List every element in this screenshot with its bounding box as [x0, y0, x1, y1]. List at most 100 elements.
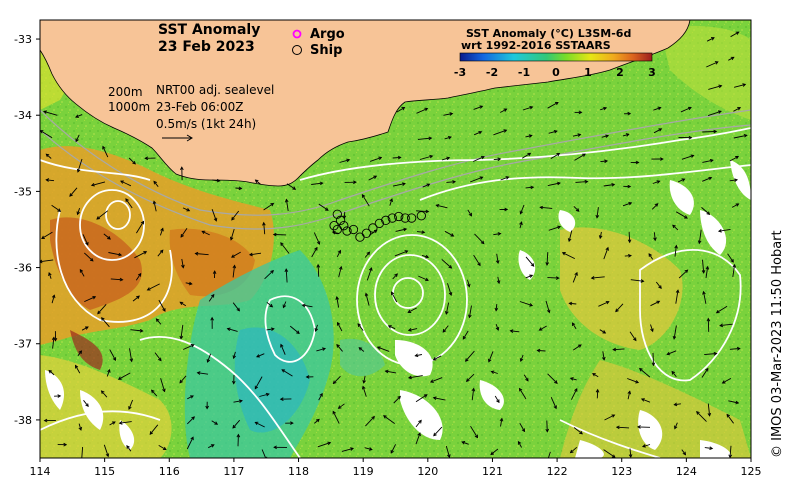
current-arrowhead: [602, 330, 607, 334]
current-arrowhead: [527, 152, 532, 157]
current-arrowhead: [153, 180, 157, 185]
current-arrowhead: [650, 328, 654, 333]
current-arrowhead: [120, 180, 124, 184]
current-arrowhead: [272, 232, 277, 237]
current-arrowhead: [730, 56, 735, 61]
current-arrow: [69, 187, 78, 197]
current-arrowhead: [672, 335, 677, 340]
current-arrowhead: [496, 280, 501, 285]
current-arrow: [285, 199, 289, 212]
current-arrow: [540, 206, 553, 209]
colorbar-ticks: -3 -2 -1 0 1 2 3: [454, 66, 656, 79]
y-tick-label: -36: [14, 262, 32, 275]
current-arrow: [572, 134, 581, 137]
current-arrowhead: [636, 425, 641, 429]
current-arrow: [446, 181, 456, 183]
current-arrowhead: [128, 406, 132, 410]
current-arrowhead: [314, 246, 318, 251]
current-arrowhead: [582, 153, 586, 157]
current-arrowhead: [238, 186, 243, 191]
current-arrowhead: [319, 181, 324, 186]
current-arrowhead: [709, 446, 714, 451]
current-arrow: [570, 446, 578, 454]
ship-track: [329, 209, 427, 242]
current-arrowhead: [561, 252, 566, 256]
current-arrowhead: [658, 285, 662, 290]
current-arrowhead: [648, 253, 652, 257]
current-arrow: [733, 83, 746, 88]
current-arrow: [395, 228, 407, 232]
current-arrowhead: [684, 269, 689, 274]
current-arrowhead: [256, 354, 260, 358]
current-arrow: [110, 278, 123, 281]
current-arrow: [433, 355, 442, 361]
current-arrowhead: [702, 290, 706, 295]
current-arrow: [653, 107, 661, 111]
current-arrowhead: [465, 378, 470, 382]
current-arrowhead: [632, 337, 637, 342]
current-arrowhead: [384, 369, 389, 374]
current-arrow: [615, 303, 624, 312]
current-arrowhead: [248, 252, 253, 257]
current-arrowhead: [284, 268, 289, 273]
current-arrow: [728, 400, 739, 404]
current-arrowhead: [107, 368, 111, 373]
current-arrow: [103, 233, 111, 240]
current-arrow: [681, 449, 686, 455]
current-arrow: [639, 368, 651, 378]
current-arrowhead: [140, 220, 145, 225]
current-arrow: [43, 110, 58, 116]
current-arrow: [441, 259, 452, 269]
current-arrow: [569, 302, 577, 305]
current-arrowhead: [331, 230, 336, 235]
current-arrow: [436, 204, 448, 209]
current-arrow: [550, 397, 557, 409]
current-arrowhead: [595, 388, 600, 393]
current-arrow: [280, 242, 290, 254]
x-tick-label: 123: [611, 465, 632, 478]
current-arrowhead: [401, 107, 406, 111]
depth-label-200m: 200m: [108, 85, 143, 99]
current-arrow: [465, 350, 475, 362]
current-arrowhead: [503, 108, 508, 112]
current-arrowhead: [290, 421, 294, 425]
current-arrowhead: [361, 194, 366, 198]
current-arrow: [467, 279, 470, 287]
current-arrow: [332, 411, 340, 424]
current-arrow: [546, 252, 549, 266]
current-arrowhead: [378, 156, 383, 161]
current-arrow: [598, 301, 609, 307]
current-arrow: [285, 269, 288, 283]
current-arrowhead: [210, 316, 214, 321]
current-arrowhead: [336, 321, 341, 326]
current-arrowhead: [529, 105, 534, 110]
current-arrow: [232, 419, 241, 429]
current-arrow: [675, 211, 688, 219]
current-arrow: [415, 354, 422, 357]
current-arrowhead: [480, 240, 485, 245]
ship-position-marker: [416, 211, 427, 221]
current-arrowhead: [654, 203, 659, 207]
current-arrow: [415, 420, 422, 428]
current-arrow: [467, 209, 472, 217]
current-arrow: [263, 203, 274, 211]
current-arrow: [520, 354, 524, 362]
colorbar-tick-label: 1: [584, 66, 592, 79]
current-arrow: [572, 272, 578, 283]
colorbar-title-line1: SST Anomaly (°C) L3SM-6d: [466, 27, 631, 40]
current-arrowhead: [48, 272, 52, 276]
current-arrowhead: [466, 283, 471, 288]
current-arrow: [197, 372, 209, 375]
current-arrowhead: [701, 270, 706, 274]
current-arrowhead: [603, 106, 608, 111]
current-arrowhead: [528, 134, 533, 138]
current-arrow: [701, 207, 710, 215]
current-arrow: [316, 348, 326, 352]
current-arrowhead: [69, 193, 73, 197]
current-arrow: [339, 159, 350, 163]
current-arrow: [445, 445, 450, 458]
current-arrowhead: [584, 179, 589, 184]
current-arrow: [701, 368, 709, 378]
current-arrow: [729, 445, 732, 458]
current-arrow: [158, 445, 167, 450]
